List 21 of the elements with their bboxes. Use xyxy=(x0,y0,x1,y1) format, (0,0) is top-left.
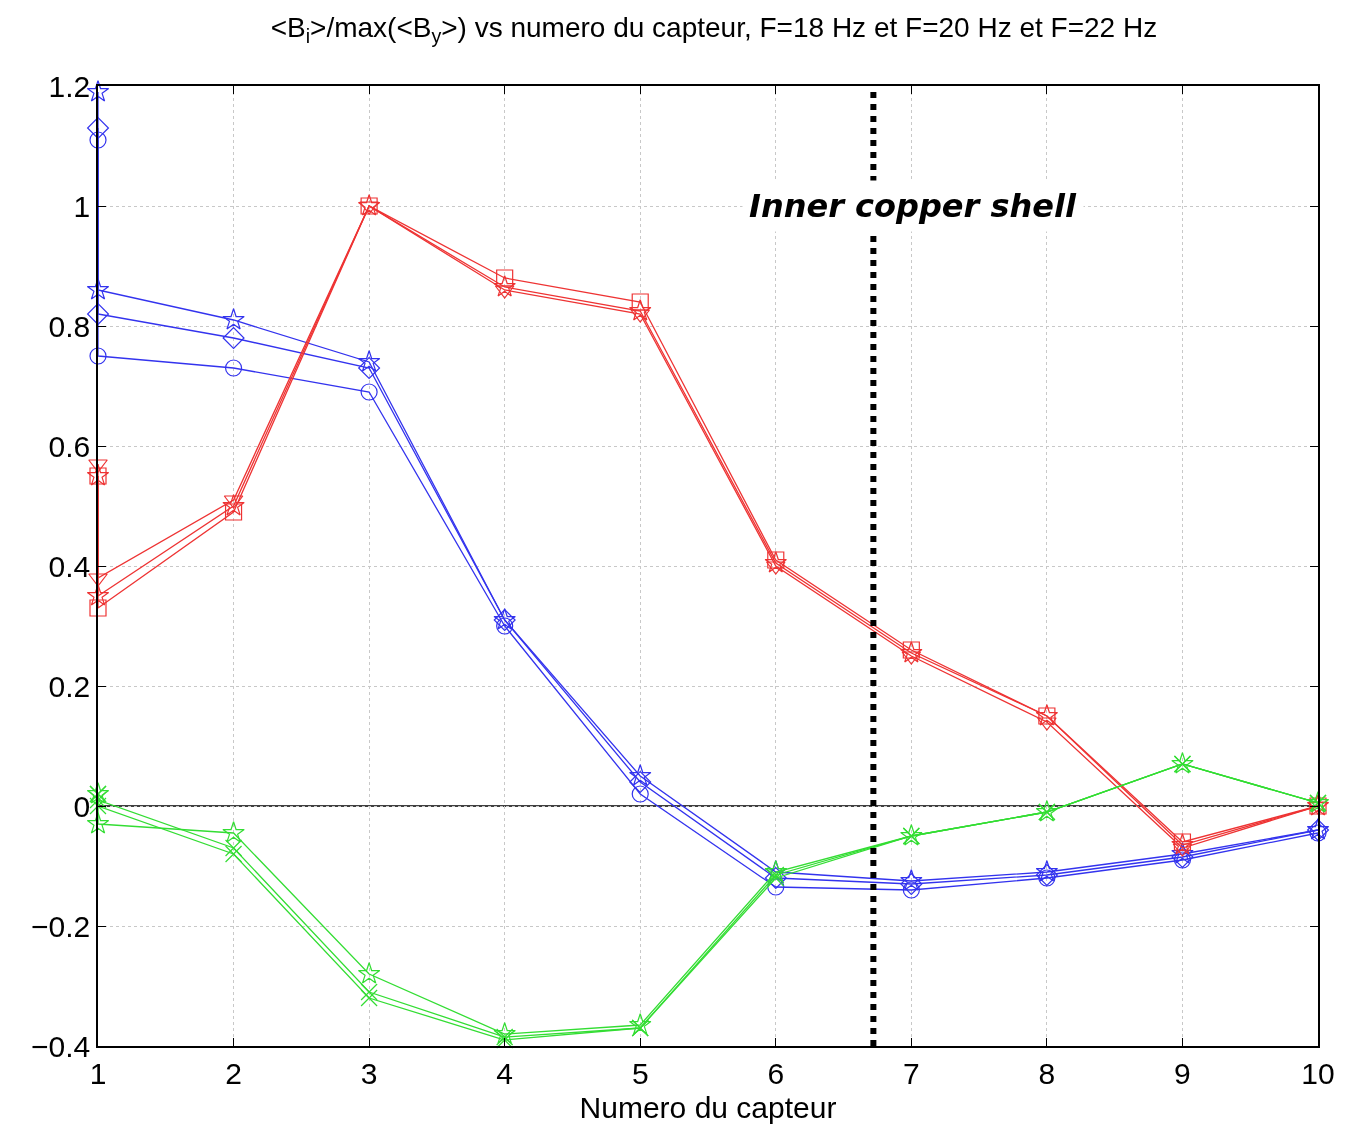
x-tick-label: 2 xyxy=(225,1056,242,1090)
x-tick-label: 6 xyxy=(767,1056,785,1090)
y-tick-label: 0.8 xyxy=(48,309,91,343)
y-tick-label: 0 xyxy=(73,789,91,823)
x-tick-label: 5 xyxy=(631,1056,649,1090)
x-tick-label: 3 xyxy=(360,1056,378,1090)
y-tick-label: −0.2 xyxy=(31,909,91,943)
y-tick-label: 0.4 xyxy=(48,549,91,583)
x-tick-label: 7 xyxy=(902,1056,920,1090)
chart-title: <B$_{i}$>/max(<B$_{y}$>) vs numero du capteur, F=18 Hz et F=20 Hz et F=22 Hz xyxy=(270,11,1158,47)
x-tick-label: 9 xyxy=(1174,1056,1191,1090)
y-tick-label: 1.2 xyxy=(48,69,91,103)
x-tick-label: 4 xyxy=(496,1056,514,1090)
y-tick-label: 0.6 xyxy=(48,429,91,463)
x-tick-label: 10 xyxy=(1301,1056,1335,1090)
y-tick-label: −0.4 xyxy=(31,1029,91,1063)
x-axis-title: Numero du capteur xyxy=(579,1090,837,1124)
x-tick-label: 8 xyxy=(1038,1056,1056,1090)
y-tick-label: 1 xyxy=(73,189,91,223)
y-tick-label: 0.2 xyxy=(48,669,91,703)
ref-line-label: Inner copper shell xyxy=(749,187,1077,225)
